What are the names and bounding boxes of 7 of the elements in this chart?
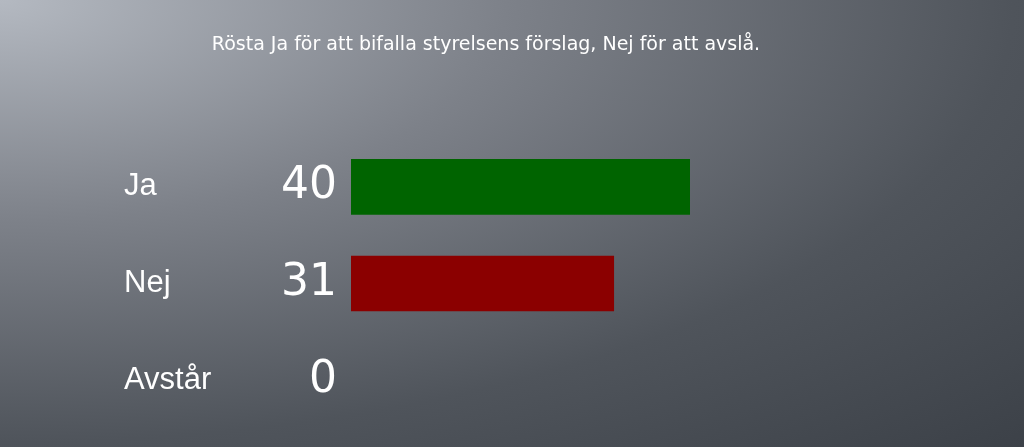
y-tick-label: Avstår: [124, 360, 212, 396]
y-tick-label: Nej: [124, 264, 171, 300]
data-label: 40: [281, 157, 337, 209]
y-tick-label: Ja: [124, 167, 158, 203]
data-label: 31: [281, 253, 337, 305]
chart-title: Rösta Ja för att bifalla styrelsens förslag, Nej för att avslå.: [210, 32, 762, 54]
data-label: 0: [309, 350, 337, 402]
